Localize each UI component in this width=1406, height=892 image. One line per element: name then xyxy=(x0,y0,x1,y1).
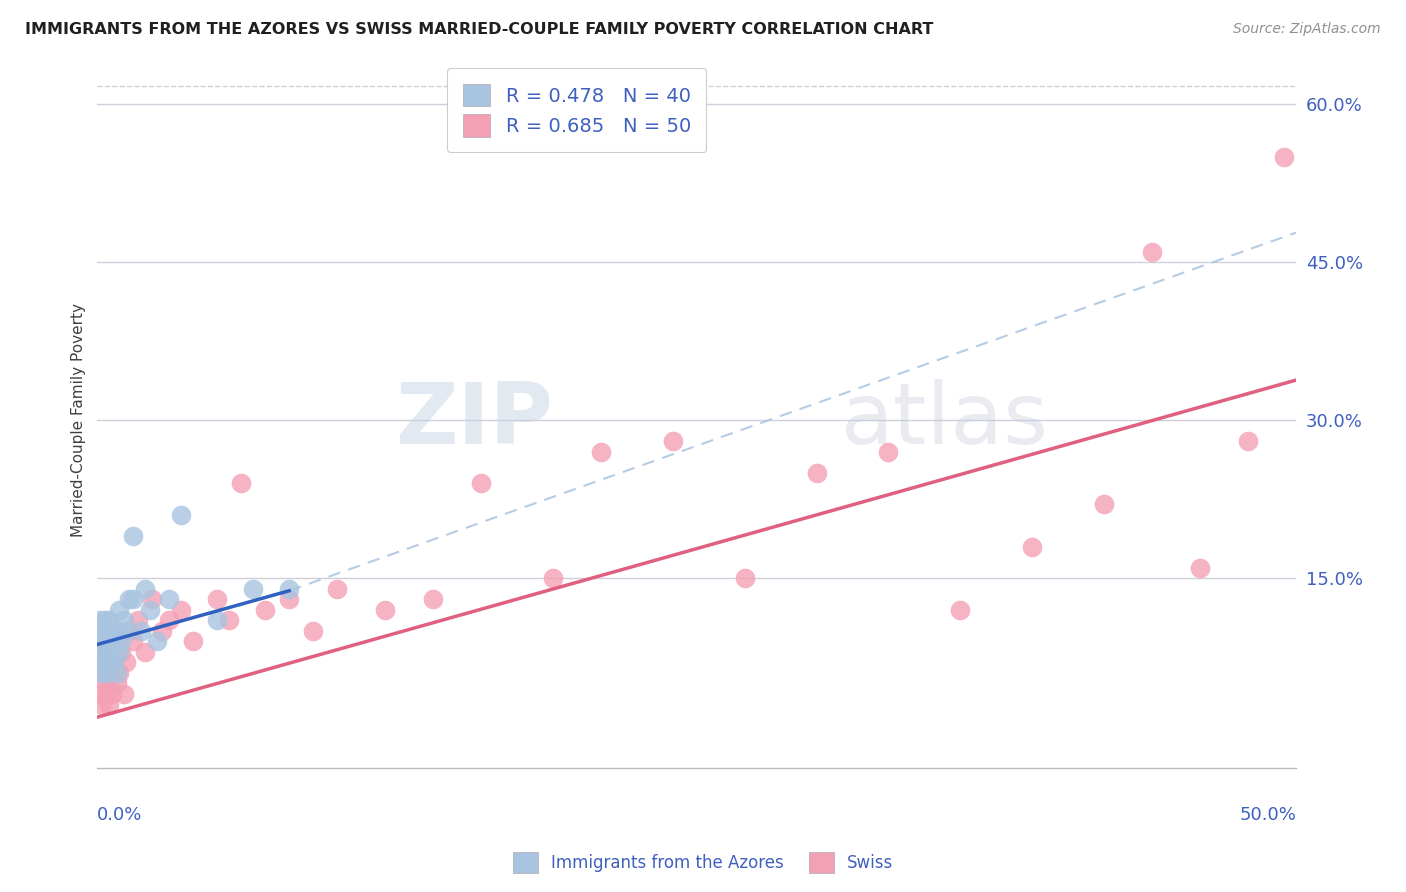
Point xyxy=(98,613,121,627)
Point xyxy=(93,676,115,690)
Point xyxy=(112,687,135,701)
Point xyxy=(103,656,125,670)
Point xyxy=(374,603,396,617)
Point xyxy=(100,665,122,680)
Text: 50.0%: 50.0% xyxy=(1239,806,1296,824)
Point xyxy=(205,613,228,627)
Text: IMMIGRANTS FROM THE AZORES VS SWISS MARRIED-COUPLE FAMILY POVERTY CORRELATION CH: IMMIGRANTS FROM THE AZORES VS SWISS MARR… xyxy=(25,22,934,37)
Point xyxy=(806,466,828,480)
Legend: Immigrants from the Azores, Swiss: Immigrants from the Azores, Swiss xyxy=(506,846,900,880)
Point xyxy=(1237,434,1260,449)
Point xyxy=(1189,560,1212,574)
Point xyxy=(589,444,612,458)
Point xyxy=(157,592,180,607)
Point xyxy=(89,645,111,659)
Point xyxy=(278,582,301,596)
Point xyxy=(231,476,253,491)
Point xyxy=(877,444,900,458)
Point xyxy=(89,634,111,648)
Text: Source: ZipAtlas.com: Source: ZipAtlas.com xyxy=(1233,22,1381,37)
Point xyxy=(117,592,139,607)
Point xyxy=(949,603,972,617)
Point xyxy=(110,634,132,648)
Point xyxy=(100,645,122,659)
Point xyxy=(96,665,118,680)
Point xyxy=(254,603,277,617)
Text: 0.0%: 0.0% xyxy=(97,806,143,824)
Point xyxy=(141,592,163,607)
Point xyxy=(91,656,114,670)
Point xyxy=(91,665,114,680)
Text: atlas: atlas xyxy=(841,378,1049,462)
Point xyxy=(103,634,125,648)
Point xyxy=(139,603,162,617)
Point xyxy=(170,508,193,522)
Point xyxy=(96,645,118,659)
Point xyxy=(541,571,564,585)
Point xyxy=(157,613,180,627)
Point xyxy=(115,656,138,670)
Point xyxy=(122,592,145,607)
Point xyxy=(93,634,115,648)
Point xyxy=(100,624,122,638)
Point xyxy=(93,656,115,670)
Point xyxy=(98,698,121,712)
Point xyxy=(91,624,114,638)
Point xyxy=(105,665,128,680)
Point xyxy=(661,434,683,449)
Point xyxy=(242,582,264,596)
Point xyxy=(150,624,173,638)
Point xyxy=(98,634,121,648)
Point xyxy=(93,645,115,659)
Point xyxy=(89,613,111,627)
Point xyxy=(110,645,132,659)
Point xyxy=(134,645,156,659)
Point xyxy=(122,634,145,648)
Point xyxy=(96,624,118,638)
Point xyxy=(205,592,228,607)
Point xyxy=(302,624,325,638)
Point xyxy=(98,676,121,690)
Point xyxy=(470,476,492,491)
Point xyxy=(422,592,444,607)
Point xyxy=(218,613,240,627)
Point xyxy=(108,645,131,659)
Point xyxy=(146,634,169,648)
Point xyxy=(96,687,118,701)
Point xyxy=(170,603,193,617)
Point xyxy=(96,645,118,659)
Legend: R = 0.478   N = 40, R = 0.685   N = 50: R = 0.478 N = 40, R = 0.685 N = 50 xyxy=(447,69,706,153)
Point xyxy=(1140,244,1163,259)
Point xyxy=(108,603,131,617)
Text: ZIP: ZIP xyxy=(395,378,553,462)
Point xyxy=(89,687,111,701)
Point xyxy=(1092,497,1115,511)
Point xyxy=(112,613,135,627)
Point xyxy=(115,624,138,638)
Point xyxy=(1021,540,1043,554)
Y-axis label: Married-Couple Family Poverty: Married-Couple Family Poverty xyxy=(72,303,86,537)
Point xyxy=(181,634,204,648)
Point xyxy=(134,582,156,596)
Point xyxy=(105,634,128,648)
Point xyxy=(326,582,349,596)
Point xyxy=(103,656,125,670)
Point xyxy=(1272,150,1295,164)
Point xyxy=(127,613,149,627)
Point xyxy=(91,634,114,648)
Point xyxy=(129,624,152,638)
Point xyxy=(117,624,139,638)
Point xyxy=(93,613,115,627)
Point xyxy=(91,665,114,680)
Point xyxy=(734,571,756,585)
Point xyxy=(105,676,128,690)
Point xyxy=(98,656,121,670)
Point xyxy=(105,624,128,638)
Point xyxy=(122,529,145,543)
Point xyxy=(108,665,131,680)
Point xyxy=(91,698,114,712)
Point xyxy=(93,656,115,670)
Point xyxy=(100,687,122,701)
Point xyxy=(278,592,301,607)
